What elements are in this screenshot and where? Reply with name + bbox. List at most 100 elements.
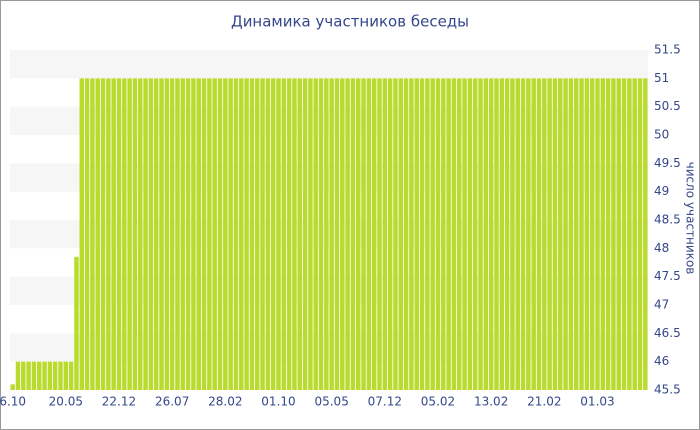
bar bbox=[605, 78, 611, 390]
bar bbox=[21, 361, 26, 390]
bar bbox=[207, 78, 212, 390]
bar bbox=[297, 78, 302, 390]
x-tick-label: 21.02 bbox=[527, 395, 561, 409]
x-tick-label: 05.02 bbox=[421, 395, 455, 409]
bar bbox=[116, 78, 122, 390]
bar bbox=[451, 78, 457, 390]
y-tick-label: 50.5 bbox=[654, 99, 681, 113]
x-tick-label: 01.03 bbox=[580, 395, 614, 409]
bar bbox=[191, 78, 196, 390]
y-axis-label: число участников bbox=[684, 162, 698, 275]
bar bbox=[467, 78, 473, 390]
x-tick-label: 6.10 bbox=[0, 395, 26, 409]
bar bbox=[159, 78, 164, 390]
y-tick-label: 46 bbox=[654, 354, 669, 368]
bar bbox=[233, 78, 239, 390]
bar bbox=[313, 78, 318, 390]
bar bbox=[122, 78, 127, 390]
bar bbox=[393, 78, 398, 390]
bar bbox=[169, 78, 175, 390]
bar bbox=[185, 78, 191, 390]
bar bbox=[462, 78, 467, 390]
bar bbox=[600, 78, 606, 390]
y-tick-label: 49.5 bbox=[654, 156, 681, 170]
bar bbox=[643, 78, 648, 390]
bar bbox=[10, 384, 15, 390]
bar bbox=[265, 78, 271, 390]
bar bbox=[52, 361, 58, 390]
y-tick-label: 47 bbox=[654, 298, 669, 312]
bar bbox=[111, 78, 116, 390]
bar bbox=[536, 78, 542, 390]
bar bbox=[361, 78, 366, 390]
y-tick-label: 51 bbox=[654, 71, 669, 85]
grid-band bbox=[10, 106, 648, 135]
bar bbox=[526, 78, 531, 390]
bar bbox=[42, 361, 47, 390]
bar bbox=[228, 78, 233, 390]
bar bbox=[276, 78, 281, 390]
bar bbox=[292, 78, 297, 390]
bar bbox=[143, 78, 148, 390]
x-tick-label: 28.02 bbox=[208, 395, 242, 409]
bar bbox=[520, 78, 526, 390]
y-tick-label: 50 bbox=[654, 128, 669, 142]
bar bbox=[637, 78, 643, 390]
bar bbox=[270, 78, 276, 390]
bar bbox=[377, 78, 382, 390]
bar bbox=[371, 78, 377, 390]
bar bbox=[531, 78, 536, 390]
bar bbox=[573, 78, 579, 390]
x-tick-label: 20.05 bbox=[49, 395, 83, 409]
bar bbox=[488, 78, 494, 390]
bar bbox=[457, 78, 462, 390]
x-tick-label: 13.02 bbox=[474, 395, 508, 409]
bar bbox=[382, 78, 388, 390]
bar bbox=[446, 78, 451, 390]
bar bbox=[632, 78, 637, 390]
bar bbox=[558, 78, 563, 390]
grid-band bbox=[10, 276, 648, 305]
bar bbox=[584, 78, 590, 390]
bar bbox=[254, 78, 260, 390]
x-tick-label: 22.12 bbox=[102, 395, 136, 409]
bar bbox=[329, 78, 334, 390]
bar bbox=[37, 361, 42, 390]
grid-band bbox=[10, 50, 648, 79]
bar bbox=[414, 78, 419, 390]
bar bbox=[356, 78, 361, 390]
bar bbox=[196, 78, 201, 390]
bar bbox=[100, 78, 106, 390]
bar bbox=[483, 78, 489, 390]
bar bbox=[47, 361, 53, 390]
bar bbox=[26, 361, 31, 390]
bar bbox=[334, 78, 340, 390]
bar bbox=[84, 78, 90, 390]
bar bbox=[164, 78, 170, 390]
bar bbox=[138, 78, 143, 390]
bar bbox=[132, 78, 138, 390]
bar bbox=[568, 78, 574, 390]
bar bbox=[621, 78, 627, 390]
chart-title: Динамика участников беседы bbox=[231, 13, 469, 31]
y-tick-label: 48.5 bbox=[654, 213, 681, 227]
bar bbox=[249, 78, 255, 390]
bar bbox=[180, 78, 186, 390]
x-tick-label: 26.07 bbox=[155, 395, 189, 409]
bar bbox=[95, 78, 100, 390]
bar bbox=[340, 78, 345, 390]
bar bbox=[90, 78, 95, 390]
grid-band bbox=[10, 333, 648, 362]
bar bbox=[324, 78, 329, 390]
bar bbox=[345, 78, 350, 390]
bar bbox=[308, 78, 313, 390]
bar bbox=[31, 361, 37, 390]
bar bbox=[425, 78, 430, 390]
bar bbox=[430, 78, 435, 390]
bar bbox=[217, 78, 223, 390]
bar bbox=[239, 78, 244, 390]
y-tick-label: 45.5 bbox=[654, 383, 681, 397]
bar bbox=[286, 78, 292, 390]
bar bbox=[63, 361, 69, 390]
bar bbox=[175, 78, 180, 390]
